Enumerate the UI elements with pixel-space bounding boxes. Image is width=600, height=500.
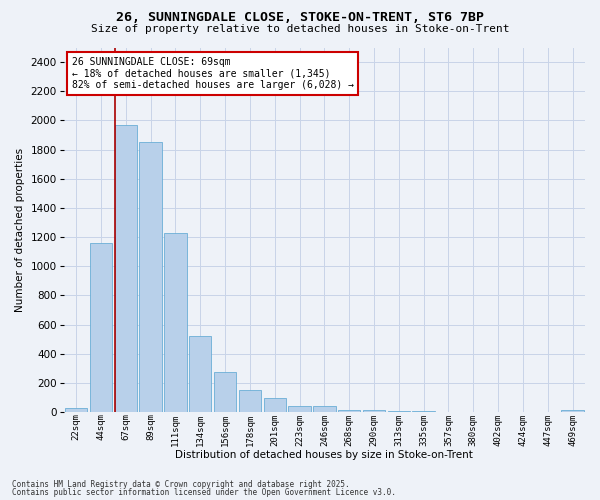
Text: Contains public sector information licensed under the Open Government Licence v3: Contains public sector information licen… [12, 488, 396, 497]
Bar [189, 336, 211, 412]
Text: Size of property relative to detached houses in Stoke-on-Trent: Size of property relative to detached ho… [91, 24, 509, 34]
Bar [65, 408, 88, 412]
Bar [139, 142, 162, 412]
Bar [164, 233, 187, 412]
Bar [214, 372, 236, 412]
Y-axis label: Number of detached properties: Number of detached properties [15, 148, 25, 312]
Bar [115, 125, 137, 412]
Bar [388, 411, 410, 412]
Bar [363, 410, 385, 412]
Text: 26 SUNNINGDALE CLOSE: 69sqm
← 18% of detached houses are smaller (1,345)
82% of : 26 SUNNINGDALE CLOSE: 69sqm ← 18% of det… [71, 56, 353, 90]
X-axis label: Distribution of detached houses by size in Stoke-on-Trent: Distribution of detached houses by size … [175, 450, 473, 460]
Text: 26, SUNNINGDALE CLOSE, STOKE-ON-TRENT, ST6 7BP: 26, SUNNINGDALE CLOSE, STOKE-ON-TRENT, S… [116, 11, 484, 24]
Bar [263, 398, 286, 412]
Bar [313, 406, 335, 412]
Bar [562, 410, 584, 412]
Bar [289, 406, 311, 412]
Bar [239, 390, 261, 412]
Bar [90, 243, 112, 412]
Bar [338, 410, 361, 412]
Text: Contains HM Land Registry data © Crown copyright and database right 2025.: Contains HM Land Registry data © Crown c… [12, 480, 350, 489]
